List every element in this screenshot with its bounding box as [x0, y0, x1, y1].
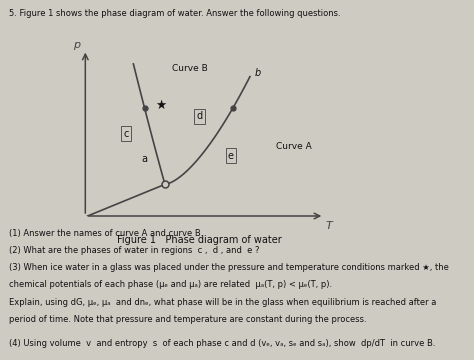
- Text: Figure 1   Phase diagram of water: Figure 1 Phase diagram of water: [117, 235, 282, 245]
- Text: b: b: [255, 68, 261, 78]
- Text: (2) What are the phases of water in regions  c ,  d , and  e ?: (2) What are the phases of water in regi…: [9, 246, 260, 255]
- Text: 5. Figure 1 shows the phase diagram of water. Answer the following questions.: 5. Figure 1 shows the phase diagram of w…: [9, 9, 341, 18]
- Text: (4) Using volume  v  and entropy  s  of each phase c and d (vₑ, vₐ, sₑ and sₐ), : (4) Using volume v and entropy s of each…: [9, 339, 436, 348]
- Text: Curve B: Curve B: [172, 64, 208, 73]
- Text: Explain, using dG, μₑ, μₐ  and dnₑ, what phase will be in the glass when equilib: Explain, using dG, μₑ, μₐ and dnₑ, what …: [9, 298, 437, 307]
- Text: a: a: [141, 154, 147, 164]
- Text: Curve A: Curve A: [276, 142, 312, 151]
- Text: chemical potentials of each phase (μₑ and μₐ) are related  μₐ(T, p) < μₑ(T, p).: chemical potentials of each phase (μₑ an…: [9, 280, 333, 289]
- Text: c: c: [124, 129, 129, 139]
- Text: e: e: [228, 151, 234, 161]
- Text: (3) When ice water in a glass was placed under the pressure and temperature cond: (3) When ice water in a glass was placed…: [9, 263, 449, 272]
- Text: p: p: [73, 40, 80, 50]
- Text: T: T: [325, 221, 332, 231]
- Text: ★: ★: [155, 99, 166, 112]
- Text: d: d: [196, 111, 202, 121]
- Text: (1) Answer the names of curve A and curve B.: (1) Answer the names of curve A and curv…: [9, 229, 204, 238]
- Text: period of time. Note that pressure and temperature are constant during the proce: period of time. Note that pressure and t…: [9, 315, 367, 324]
